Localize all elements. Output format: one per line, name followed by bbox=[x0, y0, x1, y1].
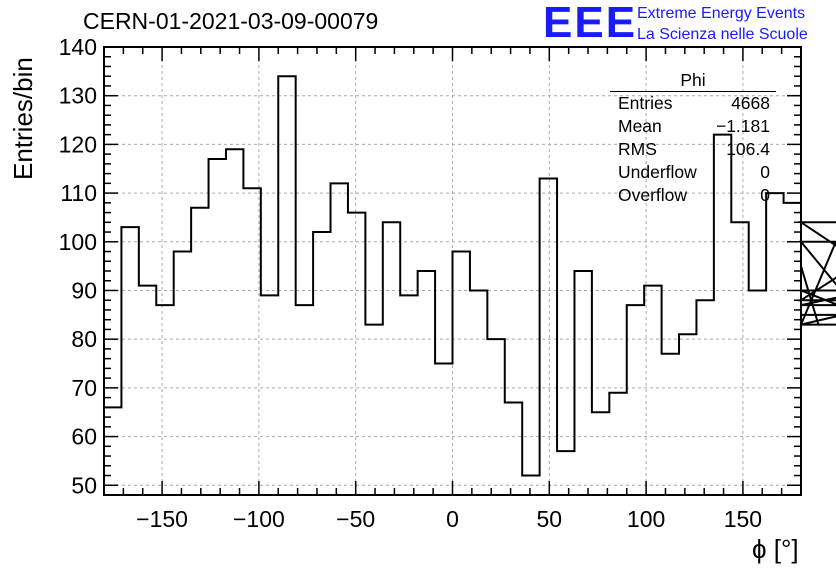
x-tick-label: −150 bbox=[136, 506, 188, 532]
y-tick-label: 60 bbox=[71, 424, 97, 450]
x-tick-label: −50 bbox=[336, 506, 375, 532]
stats-row-rms: RMS 106.4 bbox=[610, 138, 776, 161]
eee-logo: EEE bbox=[543, 0, 638, 47]
y-axis-label: Entries/bin bbox=[8, 57, 38, 180]
stats-label: Underflow bbox=[618, 162, 697, 182]
stats-row-mean: Mean −1.181 bbox=[610, 115, 776, 138]
stats-value: 106.4 bbox=[726, 139, 770, 159]
x-tick-label: −100 bbox=[233, 506, 285, 532]
stats-value: 4668 bbox=[731, 93, 770, 113]
stats-value: −1.181 bbox=[715, 116, 770, 136]
stats-row-overflow: Overflow 0 bbox=[610, 184, 776, 207]
y-tick-label: 100 bbox=[59, 229, 97, 255]
stats-value: 0 bbox=[760, 162, 770, 182]
stats-label: Entries bbox=[618, 93, 673, 113]
y-tick-label: 140 bbox=[59, 34, 97, 60]
y-tick-label: 50 bbox=[71, 472, 97, 498]
y-tick-label: 70 bbox=[71, 375, 97, 401]
x-tick-label: 100 bbox=[627, 506, 665, 532]
stats-box: Phi Entries 4668 Mean −1.181 RMS 106.4 U… bbox=[610, 70, 776, 207]
stats-label: RMS bbox=[618, 139, 657, 159]
x-tick-label: 150 bbox=[724, 506, 762, 532]
chart-title: CERN-01-2021-03-09-00079 bbox=[83, 8, 379, 34]
y-tick-label: 130 bbox=[59, 83, 97, 109]
stats-label: Overflow bbox=[618, 185, 688, 205]
x-axis-label: ϕ [°] bbox=[752, 534, 799, 564]
histogram-series bbox=[103, 75, 836, 495]
x-tick-label: 50 bbox=[537, 506, 563, 532]
logo-caption-line1: Extreme Energy Events bbox=[637, 5, 806, 22]
y-tick-label: 110 bbox=[60, 180, 97, 206]
y-tick-label: 90 bbox=[71, 277, 97, 303]
y-tick-label: 80 bbox=[71, 326, 97, 352]
stats-row-underflow: Underflow 0 bbox=[610, 161, 776, 184]
logo-caption: Extreme Energy Events La Scienza nelle S… bbox=[637, 3, 808, 45]
stats-title: Phi bbox=[610, 70, 776, 92]
stats-label: Mean bbox=[618, 116, 662, 136]
logo-caption-line2: La Scienza nelle Scuole bbox=[637, 26, 808, 43]
x-tick-label: 0 bbox=[446, 506, 459, 532]
y-tick-label: 120 bbox=[59, 131, 97, 157]
stats-row-entries: Entries 4668 bbox=[610, 92, 776, 115]
stats-value: 0 bbox=[760, 185, 770, 205]
